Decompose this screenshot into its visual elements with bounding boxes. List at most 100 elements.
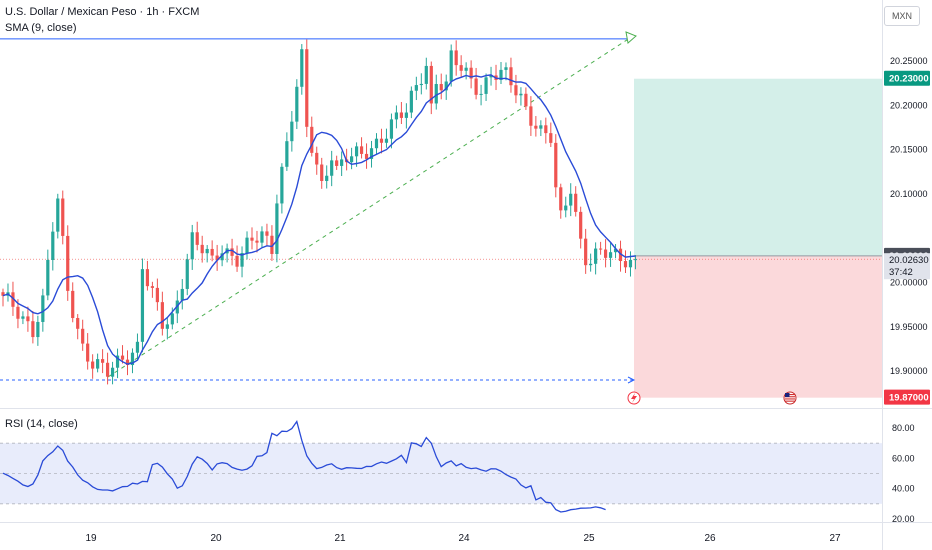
- candle-body: [434, 84, 438, 104]
- time-tick-label: 27: [829, 533, 841, 544]
- candle-body: [165, 324, 169, 329]
- candle: [165, 317, 169, 340]
- candle-body: [584, 238, 588, 266]
- candle: [6, 283, 10, 302]
- candle: [285, 132, 289, 171]
- candle: [608, 242, 613, 267]
- candle: [31, 310, 35, 344]
- candle: [21, 311, 25, 325]
- candle-body: [359, 146, 364, 154]
- lower-guide-arrow: [627, 376, 636, 384]
- candle-body: [529, 106, 533, 126]
- candle: [534, 116, 538, 137]
- candle: [255, 230, 259, 253]
- candle: [444, 74, 448, 100]
- lightning-glyph: [631, 393, 637, 403]
- candle-body: [130, 352, 135, 366]
- candle-body: [524, 93, 528, 107]
- candle: [86, 333, 90, 370]
- candle-body: [409, 90, 413, 113]
- candle-body: [613, 248, 618, 253]
- candle-body: [91, 361, 95, 369]
- candle-body: [554, 142, 558, 188]
- candle: [574, 186, 578, 217]
- candle-body: [469, 67, 473, 79]
- candle-body: [364, 153, 369, 159]
- symbol-legend[interactable]: U.S. Dollar / Mexican Peso · 1h · FXCM: [5, 6, 200, 18]
- candle-body: [623, 261, 628, 268]
- rsi-tick-label: 40.00: [892, 484, 915, 494]
- candle-body: [444, 81, 448, 91]
- candle: [389, 113, 394, 149]
- candle: [215, 244, 219, 271]
- candle-body: [335, 160, 339, 166]
- candle-body: [474, 78, 478, 95]
- candle: [628, 251, 633, 277]
- time-tick-label: 24: [458, 533, 470, 544]
- candle-body: [295, 86, 299, 122]
- candle-body: [255, 240, 259, 243]
- candle-body: [569, 193, 573, 206]
- candle-body: [479, 93, 483, 95]
- candle: [76, 314, 80, 340]
- candle: [509, 57, 513, 93]
- rsi-legend[interactable]: RSI (14, close): [5, 418, 78, 430]
- candle-body: [180, 288, 184, 301]
- candle: [210, 240, 214, 262]
- candle-body: [270, 235, 274, 254]
- candle-body: [1, 292, 5, 296]
- candle: [524, 87, 528, 110]
- candle-body: [71, 290, 75, 319]
- profit-zone: [634, 78, 882, 256]
- candle: [474, 67, 478, 100]
- candle: [160, 291, 164, 336]
- stop-price-tag-text: 19.87000: [889, 393, 929, 404]
- candle-body: [320, 164, 324, 182]
- candle-body: [115, 355, 120, 368]
- candle: [429, 61, 433, 115]
- candle: [419, 73, 423, 95]
- rsi-line: [2, 419, 606, 513]
- candle-body: [245, 237, 249, 253]
- candle: [235, 245, 239, 272]
- candle: [519, 87, 523, 106]
- candle-body: [350, 156, 354, 163]
- candle: [554, 134, 558, 198]
- candle: [240, 246, 244, 278]
- candle-body: [429, 65, 433, 104]
- candle-body: [155, 287, 159, 303]
- candle-body: [628, 259, 633, 268]
- candle-body: [315, 152, 319, 165]
- candle-body: [559, 187, 563, 211]
- candle: [489, 66, 493, 86]
- candle: [71, 282, 75, 323]
- candle: [265, 223, 269, 247]
- candle: [295, 79, 299, 130]
- target-price-tag: 20.23000: [884, 70, 930, 86]
- candle-body: [325, 175, 329, 182]
- candle-body: [464, 67, 468, 71]
- candle-body: [105, 362, 110, 377]
- candle-body: [509, 67, 513, 86]
- candle: [46, 249, 50, 301]
- candle: [105, 352, 110, 385]
- candle-body: [489, 75, 493, 78]
- candle: [305, 39, 309, 138]
- candle-body: [205, 248, 209, 254]
- candles: [1, 39, 638, 385]
- sma-legend[interactable]: SMA (9, close): [5, 22, 77, 34]
- candle-body: [310, 126, 314, 153]
- currency-selector[interactable]: MXN: [884, 6, 920, 26]
- candle-body: [135, 341, 140, 353]
- candle: [1, 288, 5, 307]
- trend-arrow: [625, 31, 637, 44]
- candle: [414, 76, 418, 101]
- candle-body: [81, 328, 85, 344]
- candle: [539, 120, 543, 137]
- candle: [584, 228, 588, 274]
- candle: [589, 253, 593, 272]
- candle-body: [76, 318, 80, 329]
- candle-body: [61, 198, 65, 236]
- countdown-text: 37:42: [889, 267, 913, 278]
